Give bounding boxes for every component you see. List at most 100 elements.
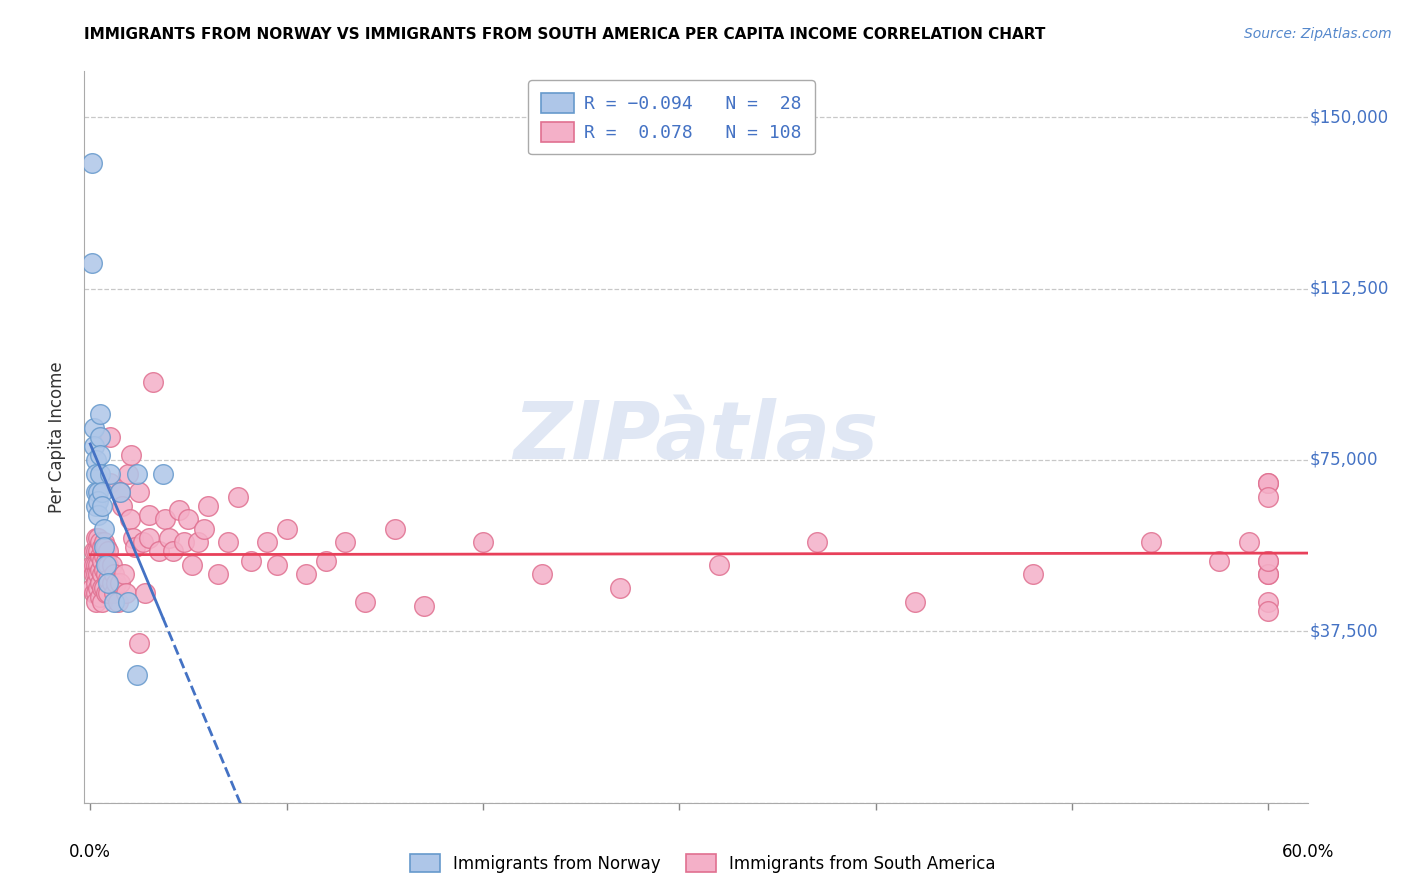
Point [89, 590, 111, 604]
Point [134, 585, 156, 599]
Point [84, 558, 107, 573]
Text: $75,000: $75,000 [1310, 451, 1378, 469]
Point [1257, 490, 1279, 504]
Point [89, 448, 111, 462]
Point [84, 453, 107, 467]
Point [97, 544, 120, 558]
Point [111, 499, 134, 513]
Point [83, 544, 105, 558]
Point [94, 553, 117, 567]
Point [108, 576, 131, 591]
Point [127, 667, 149, 681]
Point [384, 521, 406, 535]
Text: $150,000: $150,000 [1310, 108, 1389, 126]
Point [94, 558, 117, 573]
Point [142, 375, 165, 389]
Point [153, 512, 176, 526]
Point [98, 467, 121, 481]
Point [112, 567, 135, 582]
Point [82, 155, 104, 169]
Point [89, 549, 111, 563]
Point [1257, 567, 1279, 582]
Point [97, 576, 120, 591]
Point [167, 503, 190, 517]
Point [1237, 535, 1260, 549]
Legend: R = −0.094   N =  28, R =  0.078   N = 108: R = −0.094 N = 28, R = 0.078 N = 108 [529, 80, 814, 154]
Point [295, 567, 318, 582]
Point [335, 535, 357, 549]
Legend: Immigrants from Norway, Immigrants from South America: Immigrants from Norway, Immigrants from … [404, 847, 1002, 880]
Text: 0.0%: 0.0% [69, 843, 111, 861]
Point [84, 594, 107, 608]
Point [91, 581, 114, 595]
Point [1139, 535, 1161, 549]
Point [1257, 594, 1279, 608]
Point [162, 544, 184, 558]
Point [97, 572, 120, 586]
Point [207, 567, 229, 582]
Point [87, 558, 110, 573]
Point [98, 430, 121, 444]
Point [93, 563, 115, 577]
Point [187, 535, 209, 549]
Point [83, 567, 105, 582]
Point [157, 531, 180, 545]
Point [1257, 475, 1279, 490]
Point [197, 499, 219, 513]
Point [1257, 475, 1279, 490]
Point [122, 531, 145, 545]
Point [84, 531, 107, 545]
Point [94, 585, 117, 599]
Point [128, 485, 150, 500]
Point [83, 421, 105, 435]
Point [83, 558, 105, 573]
Text: $112,500: $112,500 [1310, 279, 1389, 298]
Point [124, 540, 146, 554]
Point [806, 535, 828, 549]
Point [103, 567, 125, 582]
Point [1257, 567, 1279, 582]
Text: IMMIGRANTS FROM NORWAY VS IMMIGRANTS FROM SOUTH AMERICA PER CAPITA INCOME CORREL: IMMIGRANTS FROM NORWAY VS IMMIGRANTS FRO… [84, 27, 1046, 42]
Point [104, 576, 127, 591]
Point [315, 553, 337, 567]
Point [89, 535, 111, 549]
Point [87, 485, 110, 500]
Point [138, 531, 160, 545]
Point [132, 535, 155, 549]
Point [94, 540, 117, 554]
Point [84, 485, 107, 500]
Point [103, 594, 125, 608]
Point [152, 467, 174, 481]
Point [217, 535, 239, 549]
Point [87, 581, 110, 595]
Point [707, 558, 730, 573]
Point [82, 256, 104, 270]
Point [114, 585, 136, 599]
Point [93, 549, 115, 563]
Point [87, 544, 110, 558]
Point [93, 535, 115, 549]
Y-axis label: Per Capita Income: Per Capita Income [48, 361, 66, 513]
Point [84, 544, 107, 558]
Point [89, 430, 111, 444]
Point [904, 594, 927, 608]
Text: ZIPàtlas: ZIPàtlas [513, 398, 879, 476]
Point [91, 553, 114, 567]
Point [91, 540, 114, 554]
Text: $37,500: $37,500 [1310, 623, 1379, 640]
Point [89, 576, 111, 591]
Point [609, 581, 631, 595]
Point [226, 490, 249, 504]
Point [1257, 553, 1279, 567]
Point [84, 585, 107, 599]
Point [87, 494, 110, 508]
Point [84, 576, 107, 591]
Point [84, 467, 107, 481]
Point [108, 485, 131, 500]
Point [89, 467, 111, 481]
Point [530, 567, 553, 582]
Point [1021, 567, 1043, 582]
Point [87, 531, 110, 545]
Point [117, 594, 139, 608]
Point [108, 485, 131, 500]
